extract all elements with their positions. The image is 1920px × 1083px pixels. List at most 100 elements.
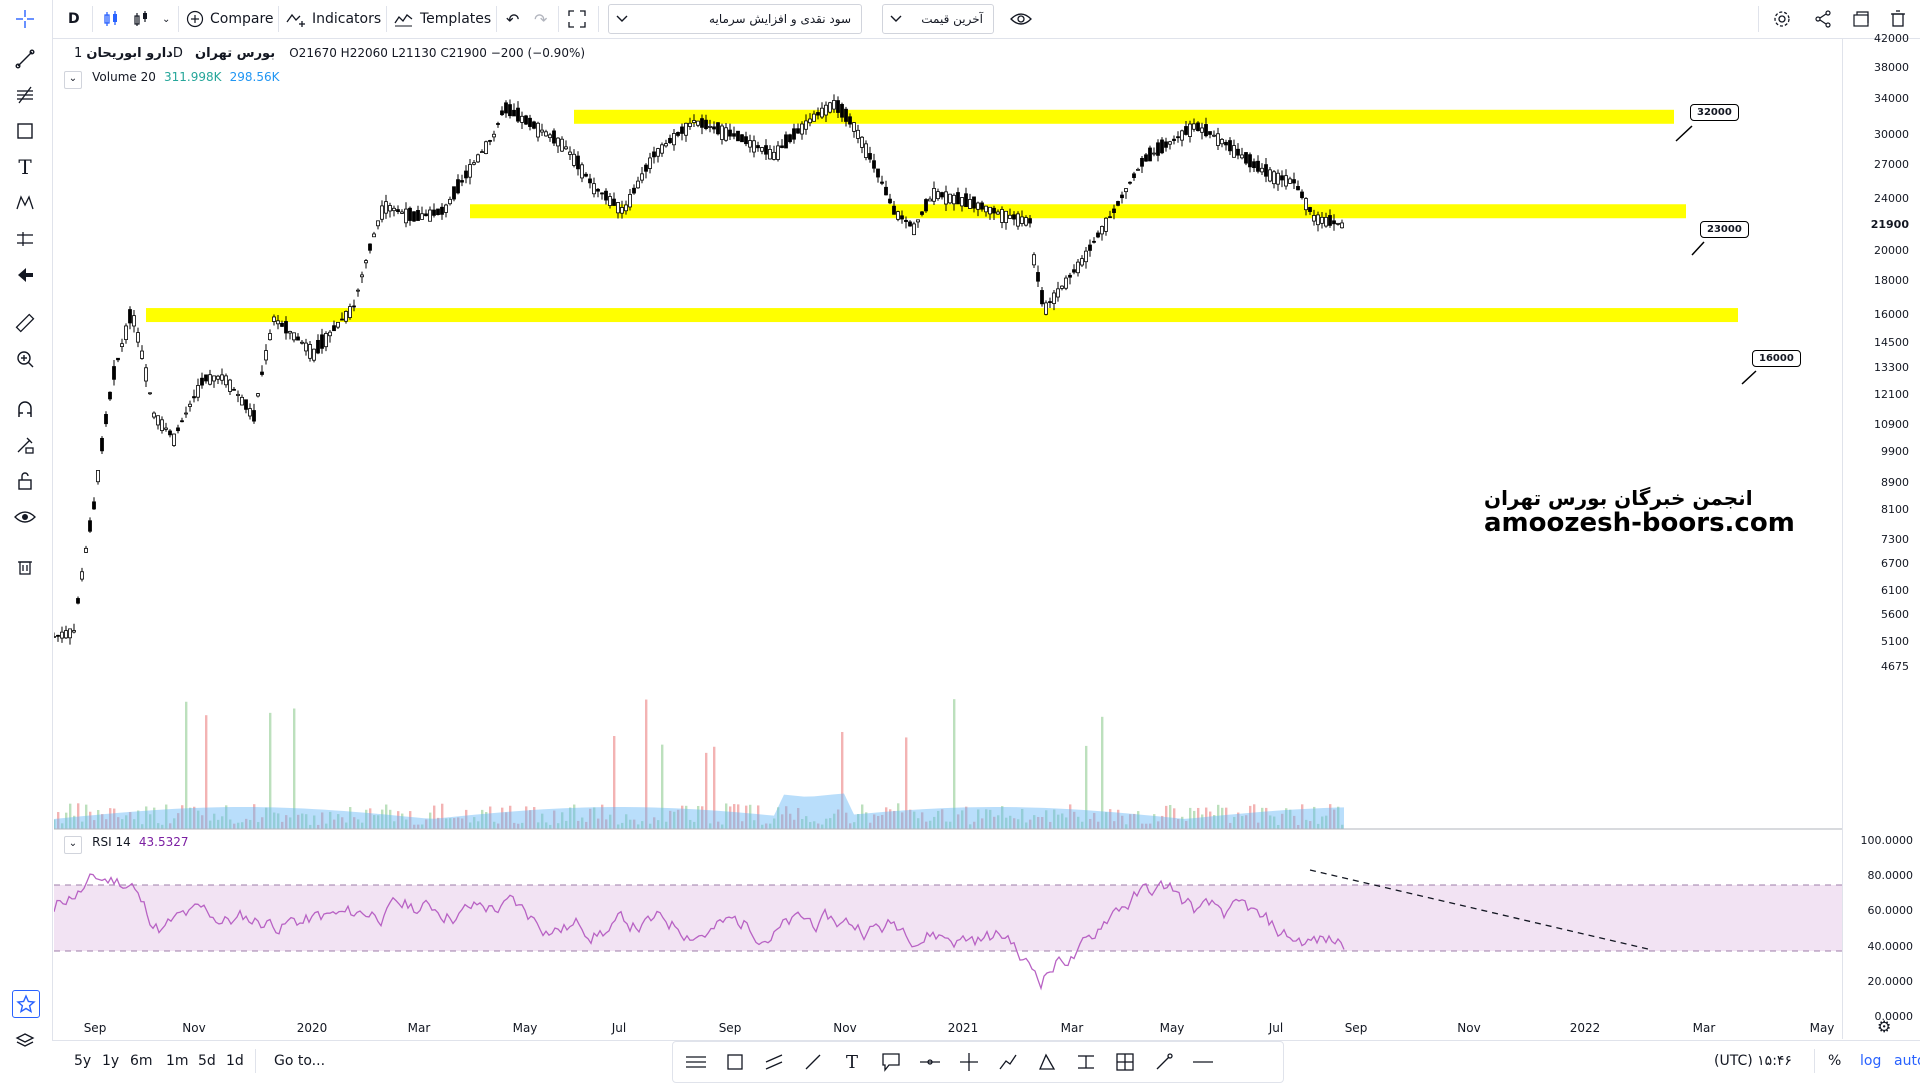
path-icon[interactable] [991,1046,1025,1078]
settings-gear-icon[interactable] [1772,0,1792,38]
crosshair-icon[interactable] [12,6,38,32]
time-tick-label: Mar [1692,1021,1716,1035]
level-band-16000[interactable] [146,308,1738,323]
redo-icon[interactable]: ↷ [534,9,548,29]
interval-button[interactable]: D [68,0,80,38]
level-callout-32000[interactable]: 32000 [1690,104,1739,121]
candle [60,626,64,643]
price-chart[interactable] [54,39,1842,1029]
rectangle-icon[interactable] [718,1046,752,1078]
templates-label: Templates [420,11,492,27]
pattern-icon[interactable] [12,190,38,216]
rectangle-icon[interactable] [12,118,38,144]
volume-bar [357,819,360,829]
callout-icon[interactable] [874,1046,908,1078]
cross-line-icon[interactable] [952,1046,986,1078]
templates-button[interactable]: Templates [394,0,491,38]
volume-bar [953,699,956,829]
volume-bar [297,814,300,829]
range-button-1m[interactable]: 1m [166,1053,189,1069]
candle [972,196,976,213]
indicators-button[interactable]: Indicators [286,0,381,38]
magnet-icon[interactable] [12,396,38,422]
candles-icon[interactable] [102,0,120,38]
auto-toggle[interactable]: auto [1894,1053,1920,1069]
volume-bar [445,818,448,829]
price-axis[interactable]: 42000 38000 34000 30000 27000 24000 21900 20000… [1842,32,1920,1039]
candle [1256,155,1260,174]
symbol-name[interactable]: دارو ابوریحان [86,46,173,61]
lock-icon[interactable] [12,468,38,494]
star-favorites-icon[interactable] [12,990,40,1018]
volume-bar [429,812,432,829]
triangle-pattern-icon[interactable] [1030,1046,1064,1078]
level-band-32000[interactable] [574,109,1674,124]
snapshot-icon[interactable] [1852,0,1870,38]
volume-ma-value: 298.56K [229,70,280,84]
parallel-channel-icon[interactable] [757,1046,791,1078]
price-range-icon[interactable] [1069,1046,1103,1078]
volume-bar [1189,807,1192,829]
range-button-1y[interactable]: 1y [102,1053,120,1069]
volume-bar [509,805,512,829]
rsi-value: 43.5327 [138,835,189,849]
collapse-chevron-icon[interactable]: ⌄ [64,836,82,854]
price-source-select[interactable]: آخرین قیمت [882,4,994,34]
time-tick-label: 2020 [296,1021,328,1035]
candle [1060,285,1064,291]
share-icon[interactable] [1814,0,1832,38]
goto-date-button[interactable]: Go to... [274,1053,326,1069]
candle [104,411,108,427]
volume-bar [1069,804,1072,829]
undo-icon[interactable]: ↶ [506,9,520,29]
range-button-6m[interactable]: 6m [130,1053,153,1069]
horizontal-line-icon[interactable] [1186,1046,1220,1078]
level-callout-16000[interactable]: 16000 [1752,350,1801,367]
eye-icon[interactable] [1010,0,1032,38]
brush-icon[interactable] [1147,1046,1181,1078]
clock-display[interactable]: ۱۵:۴۶ (UTC) [1714,1053,1792,1069]
volume-bar [577,820,580,829]
ruler-icon[interactable] [12,310,38,336]
trash-icon[interactable] [1890,0,1906,38]
compare-button[interactable]: Compare [186,0,274,38]
candle [924,198,928,213]
level-callout-23000[interactable]: 23000 [1700,221,1749,238]
support-resistance-levels[interactable] [146,109,1738,323]
date-price-range-icon[interactable] [1108,1046,1142,1078]
candle [260,365,264,377]
rsi-trendline[interactable] [1309,869,1649,950]
horizontal-lines-icon[interactable] [679,1046,713,1078]
text-tool-icon[interactable]: T [845,1051,858,1073]
bar-type-icon[interactable] [132,0,150,38]
text-tool-icon[interactable]: T [18,155,32,179]
settings-gear-icon[interactable]: ⚙ [1877,1017,1892,1036]
log-toggle[interactable]: log [1860,1053,1882,1069]
level-band-23000[interactable] [470,204,1686,219]
chevron-down-icon[interactable]: ⌄ [162,13,171,25]
range-button-1d[interactable]: 1d [226,1053,244,1069]
trend-line-icon[interactable] [796,1046,830,1078]
horizontal-ray-icon[interactable] [913,1046,947,1078]
remove-drawings-icon[interactable] [12,554,38,580]
prediction-icon[interactable] [12,226,38,252]
range-button-5d[interactable]: 5d [198,1053,216,1069]
trend-line-icon[interactable] [12,46,38,72]
percent-toggle[interactable]: % [1828,1053,1842,1069]
candle [772,145,776,161]
price-tick-label: 5600 [1881,608,1909,622]
stay-in-drawing-icon[interactable] [12,432,38,458]
collapse-chevron-icon[interactable]: ⌄ [64,71,82,89]
visibility-eye-icon[interactable] [12,504,38,530]
back-arrow-icon[interactable] [12,262,38,288]
strategy-select[interactable]: سود نقدی و افزایش سرمایه [608,4,862,34]
candle [784,131,788,149]
volume-bar [213,813,216,829]
candle [460,174,464,187]
zoom-in-icon[interactable] [12,346,38,372]
volume-bar [849,823,852,829]
layers-icon[interactable] [12,1028,38,1054]
fullscreen-icon[interactable] [568,0,586,38]
range-button-5y[interactable]: 5y [74,1053,92,1069]
fib-retracement-icon[interactable] [12,82,38,108]
